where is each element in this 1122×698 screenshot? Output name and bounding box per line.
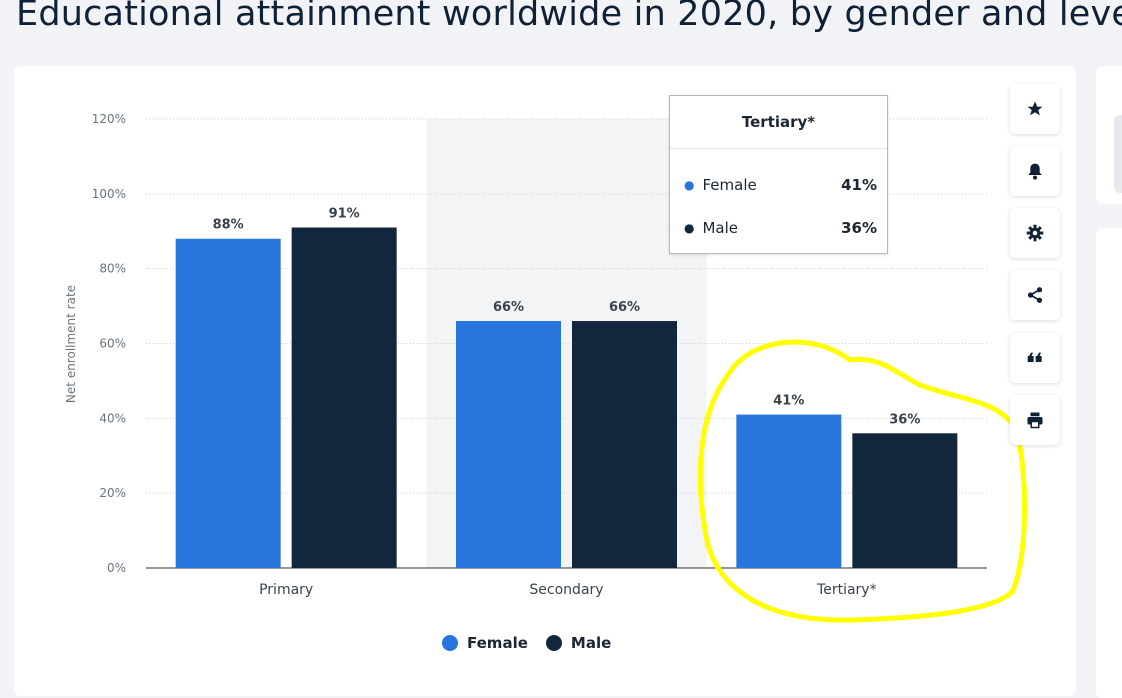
- y-tick-label: 20%: [99, 486, 126, 500]
- bar-male: [572, 321, 677, 568]
- tooltip-value: 41%: [841, 176, 877, 194]
- bar-female: [736, 414, 842, 568]
- x-tick-label: Tertiary*: [816, 582, 877, 598]
- female-dot-icon: ●: [684, 178, 695, 192]
- bell-icon: [1028, 163, 1042, 180]
- favorite-button[interactable]: [1010, 84, 1060, 134]
- legend-label: Male: [570, 634, 612, 652]
- x-tick-label: Primary: [259, 582, 313, 598]
- data-label: 41%: [773, 394, 804, 409]
- settings-button[interactable]: [1010, 208, 1060, 258]
- tooltip-value: 36%: [841, 219, 877, 237]
- y-axis-label: Net enrollment rate: [64, 285, 78, 403]
- print-icon: [1027, 412, 1043, 429]
- chart-legend: Female Male: [442, 634, 629, 652]
- tooltip-row-female: ● Female 41%: [684, 176, 877, 194]
- data-label: 66%: [609, 300, 640, 315]
- bar-female: [456, 321, 561, 568]
- cite-button[interactable]: [1010, 333, 1060, 383]
- data-label: 91%: [329, 207, 360, 222]
- bar-male: [852, 433, 958, 568]
- tooltip-row-male: ● Male 36%: [684, 219, 877, 237]
- y-tick-label: 60%: [99, 337, 126, 351]
- legend-item-male[interactable]: Male: [545, 634, 612, 652]
- legend-item-female[interactable]: Female: [442, 634, 528, 652]
- data-label: 66%: [493, 300, 524, 315]
- gear-icon: [1026, 224, 1044, 242]
- side-card-bottom: [1096, 228, 1122, 698]
- y-tick-label: 120%: [92, 112, 126, 126]
- y-tick-label: 40%: [99, 411, 126, 425]
- y-tick-label: 0%: [107, 561, 126, 575]
- chart-tooltip: Tertiary* ● Female 41% ● Male 36%: [669, 95, 888, 254]
- chart: 0% 20% 40% 60% 80% 100% 120% Net enrollment rat…: [64, 112, 1028, 623]
- legend-label: Female: [467, 634, 528, 652]
- female-swatch-icon: [442, 635, 458, 651]
- bar-female: [175, 238, 281, 568]
- quote-icon: [1027, 352, 1042, 362]
- data-label: 88%: [213, 218, 244, 233]
- tooltip-label: Female: [702, 176, 757, 194]
- y-tick-label: 100%: [92, 187, 126, 201]
- male-swatch-icon: [545, 635, 562, 651]
- side-card-inner: [1114, 115, 1122, 193]
- data-label: 36%: [889, 412, 920, 427]
- tooltip-label: Male: [702, 219, 739, 237]
- male-dot-icon: ●: [684, 221, 695, 235]
- y-tick-label: 80%: [99, 262, 126, 276]
- x-tick-label: Secondary: [529, 582, 603, 598]
- annotation-circle: [697, 339, 1028, 623]
- share-icon: [1027, 287, 1043, 303]
- star-icon: [1027, 101, 1043, 116]
- page-title: Educational attainment worldwide in 2020…: [16, 0, 1122, 34]
- share-button[interactable]: [1010, 270, 1060, 320]
- print-button[interactable]: [1010, 395, 1060, 445]
- tooltip-title: Tertiary*: [670, 96, 887, 149]
- bar-male: [291, 227, 397, 568]
- notification-button[interactable]: [1010, 146, 1060, 196]
